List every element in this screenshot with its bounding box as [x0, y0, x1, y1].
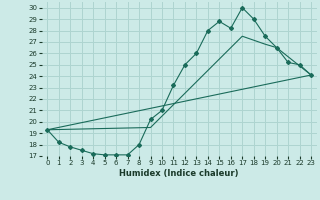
- X-axis label: Humidex (Indice chaleur): Humidex (Indice chaleur): [119, 169, 239, 178]
